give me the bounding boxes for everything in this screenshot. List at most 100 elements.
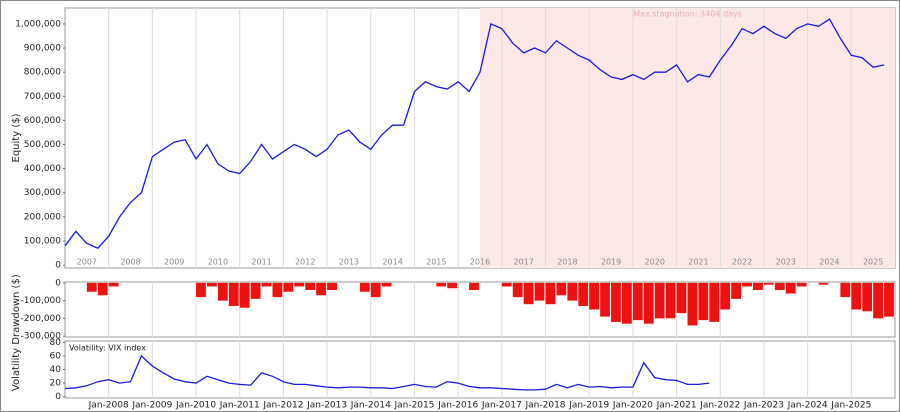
bar <box>862 282 873 312</box>
x-tick-label: Jan-2008 <box>88 401 129 411</box>
bar <box>250 282 261 299</box>
bar <box>687 282 698 326</box>
x-tick-label: Jan-2009 <box>131 401 172 411</box>
x-tick-label: Jan-2014 <box>350 401 391 411</box>
y-tick-label: 20 <box>50 379 62 389</box>
y-axis-title: Equity ($) <box>11 113 22 162</box>
bar <box>206 282 217 287</box>
bar <box>108 282 119 287</box>
data-line <box>64 354 710 391</box>
bar <box>589 282 600 310</box>
y-tick-label: 400,000 <box>24 164 61 174</box>
y-tick-label: 600,000 <box>24 116 61 126</box>
x-tick-label: Jan-2016 <box>437 401 478 411</box>
year-label: 2022 <box>732 258 752 267</box>
year-label: 2018 <box>557 258 577 267</box>
x-tick-label: Jan-2015 <box>393 401 434 411</box>
year-label: 2016 <box>470 258 490 267</box>
y-tick-label: -100,000 <box>21 296 62 306</box>
bar <box>643 282 654 324</box>
bar <box>731 282 742 299</box>
bar <box>796 282 807 287</box>
bar <box>370 282 381 298</box>
x-tick-label: Jan-2010 <box>175 401 216 411</box>
bar <box>261 282 272 287</box>
bar <box>600 282 610 317</box>
bar <box>86 282 97 292</box>
bar <box>785 282 796 294</box>
bar <box>709 282 720 322</box>
y-tick-label: 100,000 <box>24 236 61 246</box>
x-tick-label: Jan-2019 <box>568 401 609 411</box>
bar <box>884 282 894 317</box>
y-axis-title: Drawdown ($) <box>11 274 22 345</box>
bar <box>217 282 228 301</box>
bar <box>228 282 239 306</box>
bar <box>523 282 534 305</box>
bar <box>283 282 294 292</box>
year-label: 2017 <box>514 258 534 267</box>
bar <box>742 282 752 287</box>
bar <box>611 282 621 322</box>
x-tick-label: Jan-2011 <box>219 401 260 411</box>
bar <box>501 282 512 287</box>
year-label: 2011 <box>251 258 271 267</box>
x-tick-label: Jan-2012 <box>262 401 303 411</box>
bar <box>534 282 545 301</box>
x-tick-label: Jan-2018 <box>525 401 566 411</box>
bar <box>239 282 250 308</box>
bar <box>676 282 687 314</box>
y-tick-label: 200,000 <box>24 212 61 222</box>
bar <box>654 282 665 319</box>
bar <box>512 282 523 298</box>
bar <box>272 282 283 298</box>
panel-title: Volatility: VIX index <box>69 344 146 353</box>
bar <box>359 282 370 292</box>
bar <box>567 282 578 301</box>
bar <box>763 282 774 285</box>
year-label: 2023 <box>776 258 796 267</box>
year-label: 2025 <box>863 258 883 267</box>
bar <box>97 282 108 296</box>
y-tick-label: 800,000 <box>24 68 61 78</box>
year-label: 2008 <box>120 258 140 267</box>
y-tick-label: 0 <box>55 261 61 271</box>
bar <box>753 282 763 290</box>
stagnation-area <box>480 8 895 268</box>
y-tick-label: 500,000 <box>24 140 61 150</box>
year-label: 2007 <box>77 258 97 267</box>
y-tick-label: -300,000 <box>21 332 62 342</box>
year-label: 2012 <box>295 258 315 267</box>
bar <box>621 282 632 324</box>
x-tick-label: Jan-2021 <box>656 401 697 411</box>
plot-area <box>64 340 896 399</box>
y-tick-label: 0 <box>55 278 61 288</box>
year-label: 2015 <box>426 258 446 267</box>
x-tick-label: Jan-2017 <box>481 401 522 411</box>
year-label: 2019 <box>601 258 621 267</box>
bar <box>818 282 829 285</box>
y-tick-label: 60 <box>50 351 62 361</box>
bar <box>447 282 458 289</box>
year-label: 2010 <box>208 258 228 267</box>
bar <box>196 282 206 298</box>
x-tick-label: Jan-2013 <box>306 401 347 411</box>
y-tick-label: 700,000 <box>24 92 61 102</box>
bar <box>632 282 643 321</box>
bar <box>381 282 392 287</box>
y-tick-label: 900,000 <box>24 44 61 54</box>
bar <box>774 282 785 290</box>
stagnation-label: Max stagnation: 3404 days <box>633 10 742 19</box>
year-label: 2024 <box>819 258 839 267</box>
x-tick-label: Jan-2025 <box>830 401 871 411</box>
bar <box>316 282 327 296</box>
year-label: 2013 <box>339 258 359 267</box>
year-label: 2021 <box>688 258 708 267</box>
bar <box>294 282 305 287</box>
y-tick-label: 300,000 <box>24 188 61 198</box>
plot-area <box>64 281 896 338</box>
bar <box>305 282 316 290</box>
bar <box>436 282 447 287</box>
y-tick-label: 40 <box>50 365 62 375</box>
y-tick-label: 1,000,000 <box>15 19 61 29</box>
